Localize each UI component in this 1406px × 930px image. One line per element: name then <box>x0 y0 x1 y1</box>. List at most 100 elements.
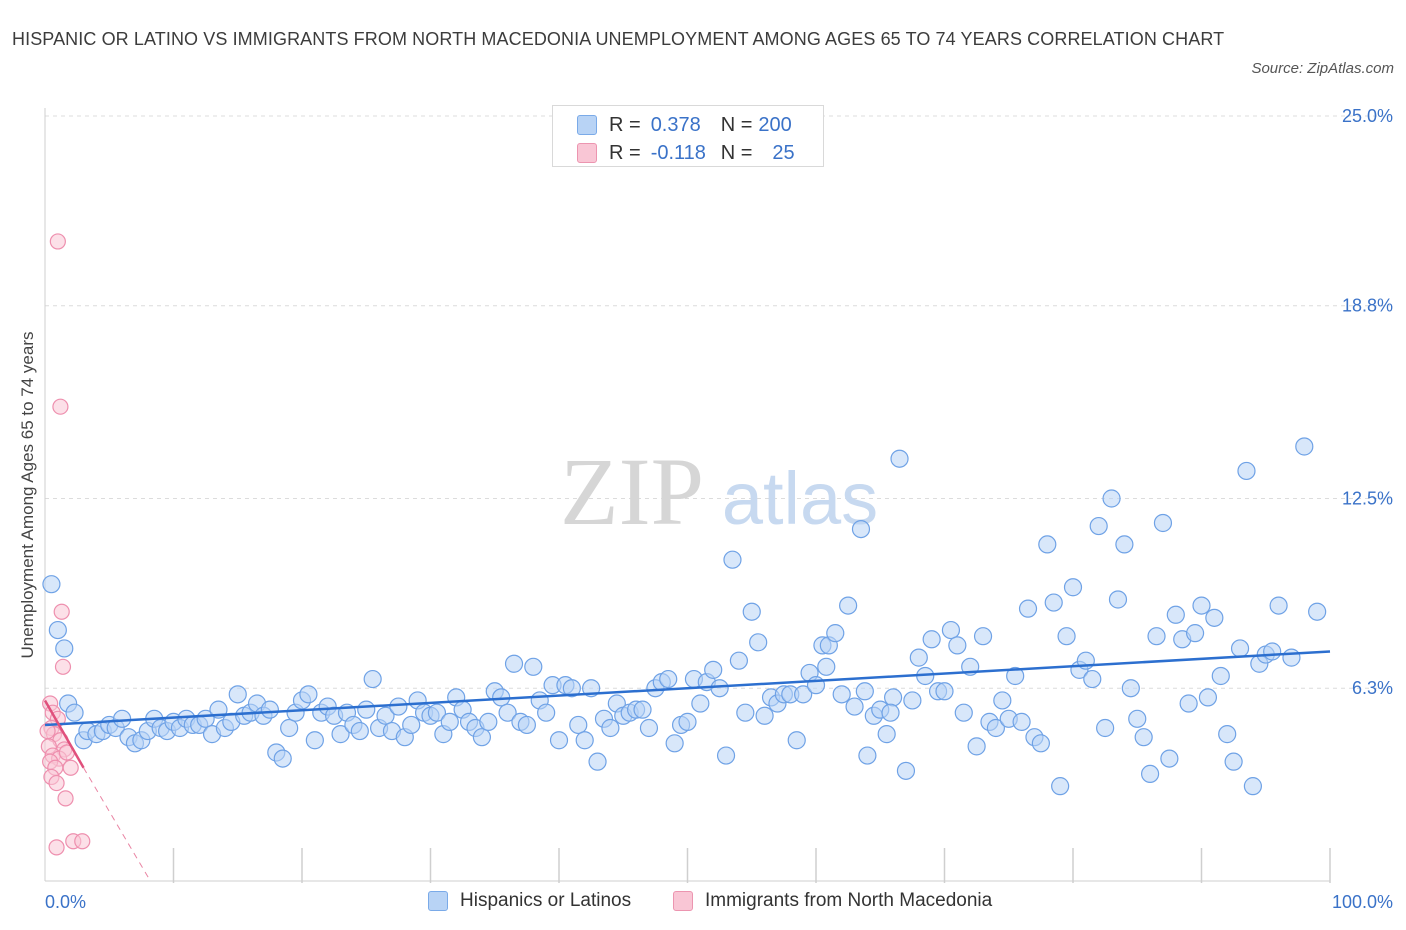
data-point-hispanics <box>479 712 498 731</box>
legend-n-label: N = <box>720 141 753 164</box>
data-point-hispanics <box>1140 764 1160 784</box>
legend-r-value: -0.118 <box>650 141 706 164</box>
data-point-macedonia <box>74 833 91 850</box>
data-point-hispanics <box>858 746 877 765</box>
data-point-macedonia <box>57 790 74 807</box>
data-point-hispanics <box>1160 749 1179 768</box>
data-point-hispanics <box>273 749 292 768</box>
data-point-hispanics <box>665 734 684 753</box>
source-label: Source: ZipAtlas.com <box>1251 60 1394 77</box>
legend-row-macedonia: R = -0.118 N = 25 <box>577 141 795 165</box>
data-point-hispanics <box>389 697 408 716</box>
data-point-hispanics <box>736 703 755 722</box>
grid-lines <box>45 115 1390 689</box>
data-point-hispanics <box>723 550 742 569</box>
y-tick-label: 25.0% <box>1342 106 1393 126</box>
data-point-hispanics <box>1185 624 1205 643</box>
data-point-macedonia <box>48 839 65 856</box>
legend-r-value: 0.378 <box>650 113 701 136</box>
data-point-hispanics <box>729 651 749 670</box>
data-point-hispanics <box>588 752 607 771</box>
data-point-hispanics <box>524 657 543 676</box>
data-point-hispanics <box>890 449 909 468</box>
data-point-hispanics <box>883 688 903 707</box>
data-point-hispanics <box>1128 709 1147 728</box>
data-point-hispanics <box>1230 639 1250 658</box>
data-point-macedonia <box>62 759 79 776</box>
legend-item-macedonia[interactable]: Immigrants from North Macedonia <box>673 890 992 912</box>
data-point-hispanics <box>845 697 864 716</box>
data-point-hispanics <box>376 706 395 725</box>
data-point-hispanics <box>1166 605 1185 624</box>
data-point-hispanics <box>787 731 806 750</box>
data-point-hispanics <box>922 630 941 649</box>
data-point-hispanics <box>1038 535 1057 554</box>
series-legend: Hispanics or Latinos Immigrants from Nor… <box>0 890 1406 916</box>
data-point-hispanics <box>1057 627 1076 646</box>
data-point-hispanics <box>1108 590 1128 609</box>
legend-n-value: 200 <box>758 113 792 136</box>
data-point-hispanics <box>826 624 845 643</box>
x-tick-label: 100.0% <box>1332 892 1393 912</box>
data-point-hispanics <box>639 718 659 738</box>
data-point-hispanics <box>350 721 369 741</box>
data-point-hispanics <box>909 648 928 667</box>
data-point-hispanics <box>48 620 67 640</box>
legend-swatch-pink <box>577 143 597 163</box>
data-point-macedonia <box>53 603 70 620</box>
watermark-zip: ZIP <box>560 438 704 545</box>
data-point-hispanics <box>331 725 350 744</box>
data-point-hispanics <box>755 706 774 725</box>
data-point-hispanics <box>1051 777 1070 796</box>
data-point-hispanics <box>1269 596 1288 615</box>
data-point-hispanics <box>877 725 896 744</box>
data-point-macedonia <box>54 658 72 675</box>
data-point-hispanics <box>427 703 447 722</box>
data-point-hispanics <box>280 718 299 738</box>
data-point-hispanics <box>1044 593 1063 612</box>
data-point-hispanics <box>881 703 900 722</box>
trend-line-macedonia <box>43 699 85 769</box>
data-point-hispanics <box>575 731 594 750</box>
data-point-hispanics <box>659 669 678 689</box>
data-point-hispanics <box>1205 608 1224 627</box>
data-point-hispanics <box>472 728 491 747</box>
data-point-hispanics <box>839 596 858 615</box>
data-point-hispanics <box>1282 648 1301 667</box>
data-point-hispanics <box>973 627 993 646</box>
data-point-hispanics <box>498 703 517 722</box>
legend-item-hispanics[interactable]: Hispanics or Latinos <box>428 890 631 912</box>
data-point-hispanics <box>832 685 851 704</box>
data-point-hispanics <box>517 715 536 735</box>
series-macedonia-points <box>39 233 91 856</box>
data-point-hispanics <box>228 685 247 704</box>
legend-r-label: R = <box>609 113 641 136</box>
data-point-hispanics <box>1224 752 1243 771</box>
legend-n-value: 25 <box>772 141 795 164</box>
data-point-hispanics <box>691 694 710 713</box>
data-point-hispanics <box>678 712 697 731</box>
axes <box>44 108 1331 883</box>
data-point-hispanics <box>1012 712 1031 731</box>
data-point-hispanics <box>1308 602 1327 621</box>
data-point-hispanics <box>299 685 318 704</box>
data-point-hispanics <box>1237 461 1256 481</box>
chart-title: HISPANIC OR LATINO VS IMMIGRANTS FROM NO… <box>12 29 1225 49</box>
watermark: ZIP atlas <box>560 438 878 545</box>
data-point-hispanics <box>903 691 922 710</box>
data-point-macedonia <box>48 774 65 792</box>
data-point-hispanics <box>1179 694 1198 713</box>
watermark-atlas: atlas <box>722 457 878 540</box>
data-point-hispanics <box>1018 599 1038 618</box>
trend-line-macedonia-extension <box>83 767 151 882</box>
data-point-macedonia <box>52 398 69 415</box>
data-point-hispanics <box>1134 728 1153 747</box>
data-point-hispanics <box>569 715 588 735</box>
data-point-hispanics <box>42 575 61 594</box>
y-tick-label: 6.3% <box>1352 678 1393 698</box>
data-point-macedonia <box>49 233 66 250</box>
data-point-hispanics <box>749 633 768 652</box>
data-point-hispanics <box>1006 666 1025 686</box>
data-point-hispanics <box>504 654 524 673</box>
correlation-legend: R = 0.378 N = 200 R = -0.118 N = 25 <box>552 105 824 167</box>
